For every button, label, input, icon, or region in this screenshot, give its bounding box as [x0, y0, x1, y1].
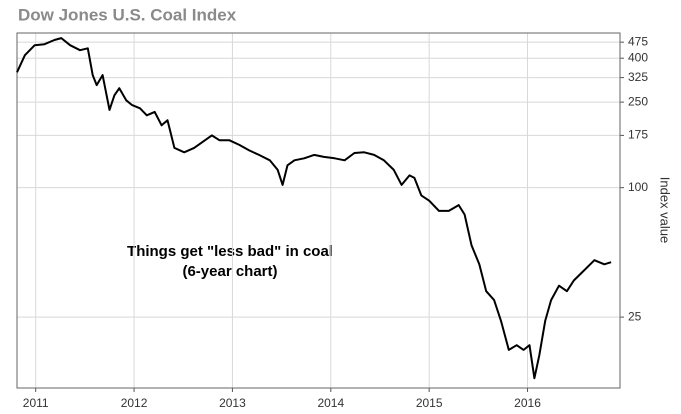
- x-tick-label: 2015: [416, 396, 443, 410]
- x-tick-label: 2016: [514, 396, 541, 410]
- y-tick-label: 400: [628, 50, 648, 64]
- y-tick-label: 325: [628, 70, 648, 84]
- y-axis-label: Index value: [658, 177, 673, 244]
- x-tick-label: 2012: [121, 396, 148, 410]
- annotation: Things get "less bad" in coal: [127, 243, 333, 260]
- y-tick-label: 100: [628, 180, 648, 194]
- x-tick-label: 2013: [219, 396, 246, 410]
- line: [16, 37, 612, 380]
- plot-frame: [16, 32, 621, 389]
- y-tick-label: 25: [628, 309, 642, 323]
- y-tick-label: 475: [628, 34, 648, 48]
- x-tick-label: 2011: [23, 396, 49, 410]
- x-tick-label: 2014: [317, 396, 344, 410]
- chart-title: Dow Jones U.S. Coal Index: [18, 5, 237, 24]
- annotation: (6-year chart): [182, 263, 277, 280]
- y-tick-label: 175: [628, 128, 648, 142]
- y-tick-label: 250: [628, 94, 648, 108]
